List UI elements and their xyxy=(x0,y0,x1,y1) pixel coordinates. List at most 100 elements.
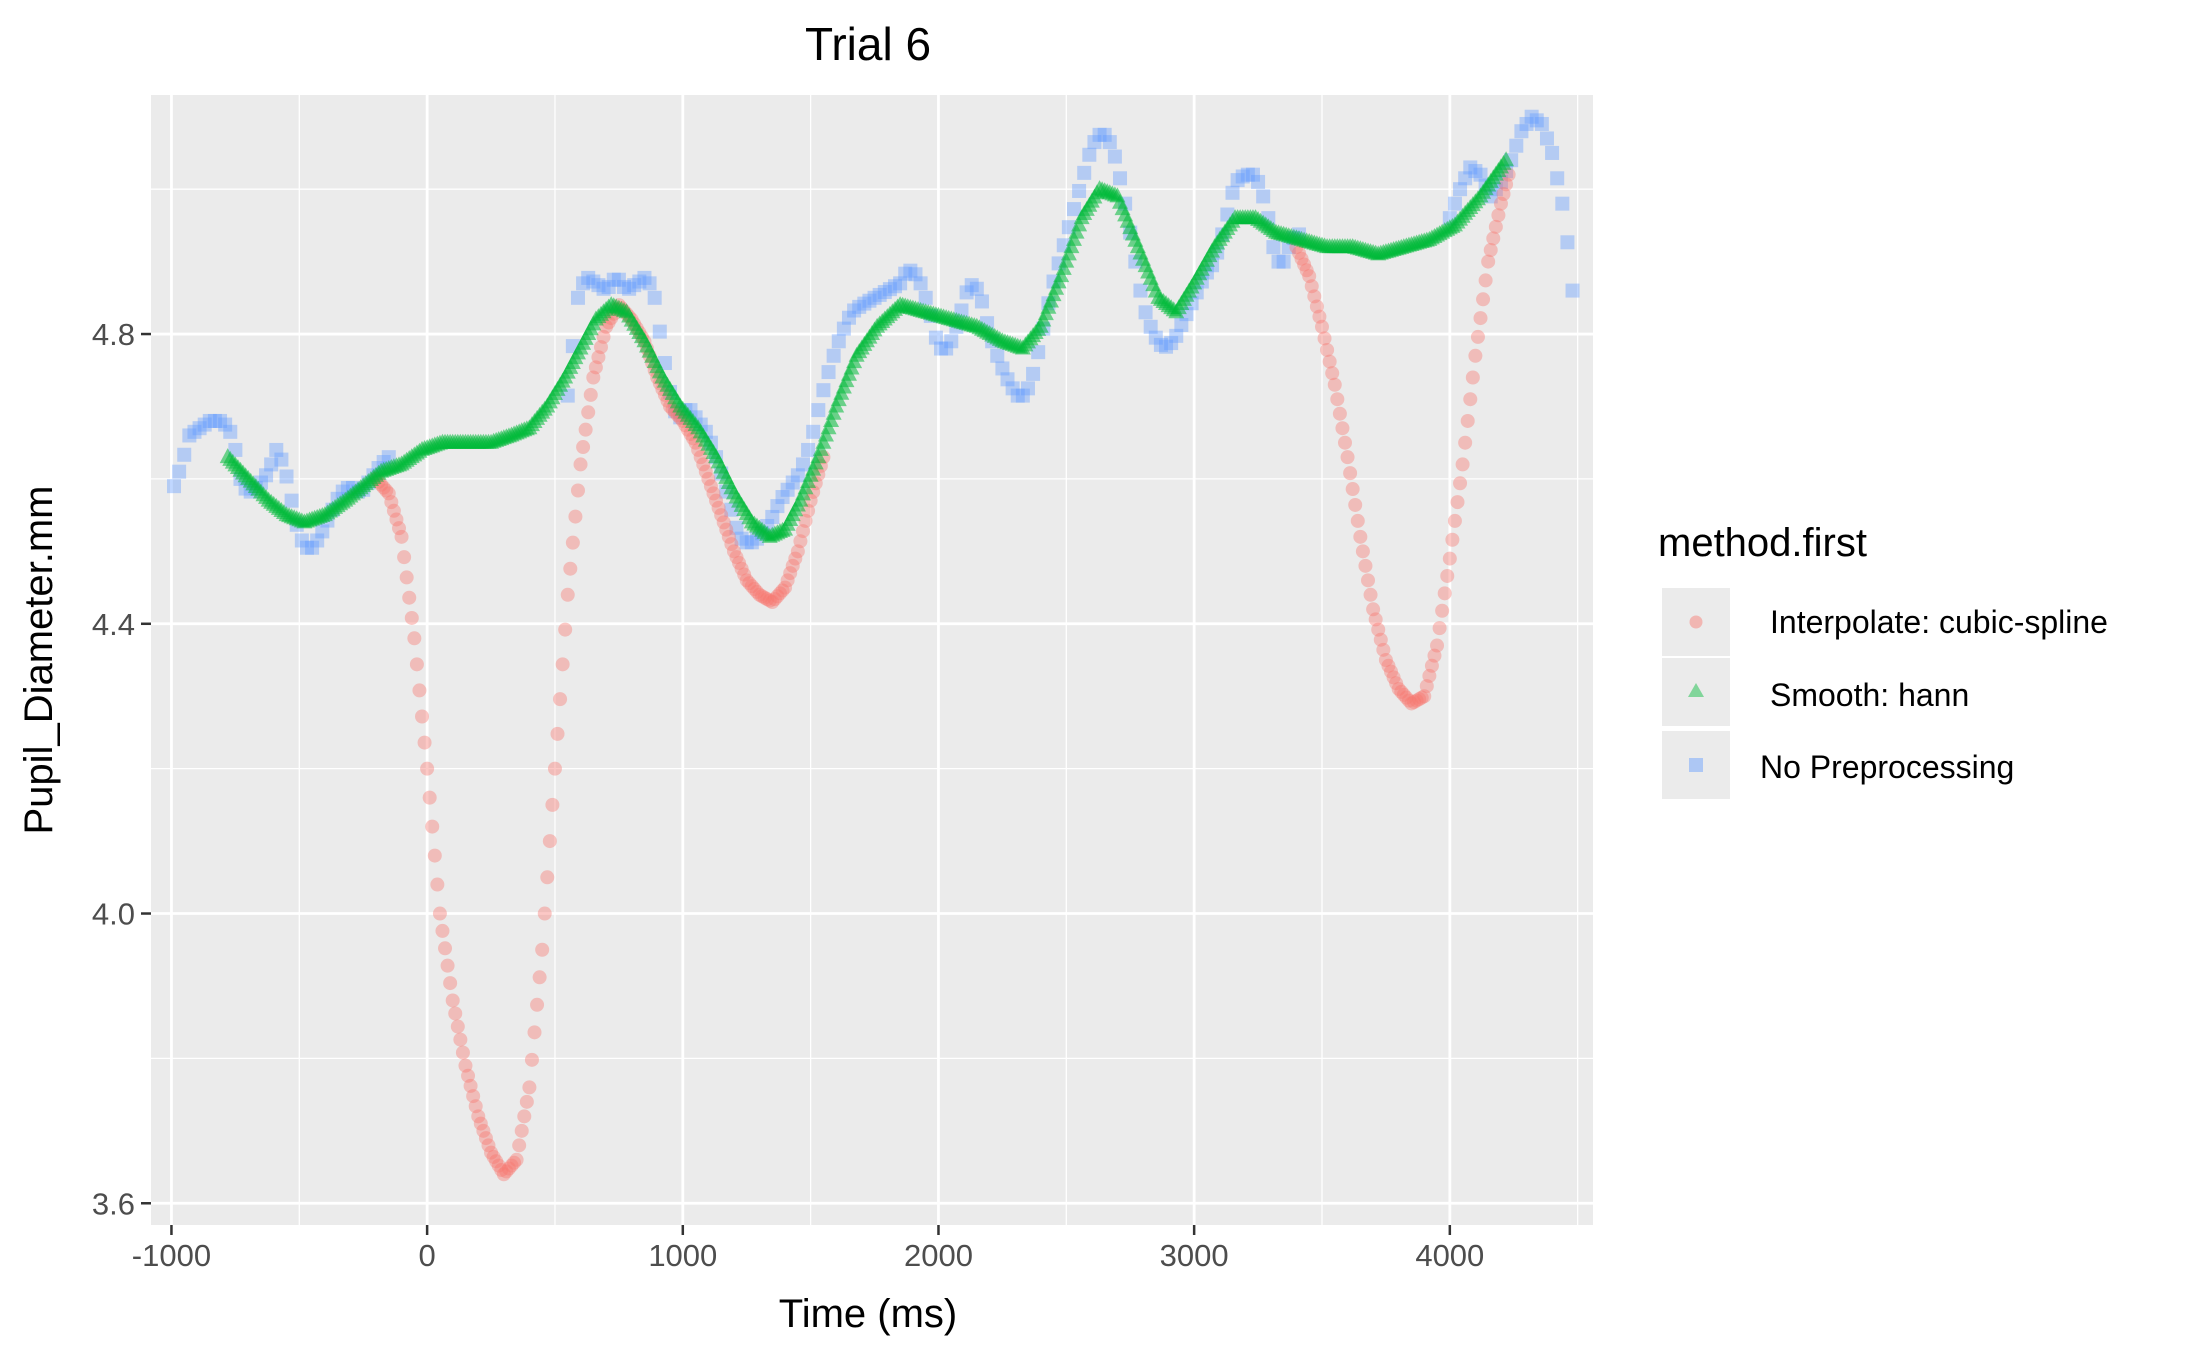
data-point xyxy=(207,413,222,428)
data-point xyxy=(1343,466,1358,481)
data-point xyxy=(1427,648,1442,663)
data-point xyxy=(959,285,974,300)
data-point xyxy=(732,555,747,570)
data-point xyxy=(1113,171,1128,186)
data-point xyxy=(647,290,662,305)
data-point xyxy=(386,503,401,518)
data-point xyxy=(570,290,585,305)
data-point xyxy=(450,1019,465,1034)
data-point xyxy=(757,590,772,605)
data-point xyxy=(724,537,739,552)
data-point xyxy=(775,583,790,598)
chart-title: Trial 6 xyxy=(805,18,931,70)
data-point xyxy=(744,579,759,594)
data-point xyxy=(310,533,325,548)
data-point xyxy=(1335,421,1350,436)
data-point xyxy=(591,350,606,365)
data-point xyxy=(737,567,752,582)
data-point xyxy=(793,534,808,549)
data-point xyxy=(576,440,591,455)
x-tick-label: 4000 xyxy=(1415,1238,1484,1273)
data-point xyxy=(187,424,202,439)
data-point xyxy=(872,287,887,302)
data-point xyxy=(417,735,432,750)
data-point xyxy=(1314,319,1329,334)
data-point xyxy=(1491,208,1506,223)
data-point xyxy=(762,593,777,608)
data-point xyxy=(535,942,550,957)
data-point xyxy=(772,586,787,601)
data-point xyxy=(1005,381,1020,396)
plot-panel xyxy=(151,95,1593,1225)
data-point xyxy=(1440,568,1455,583)
data-point xyxy=(1325,366,1340,381)
data-point xyxy=(632,274,647,289)
data-point xyxy=(1417,689,1432,704)
data-point xyxy=(578,422,593,437)
data-point xyxy=(1322,354,1337,369)
data-point xyxy=(790,468,805,483)
data-point xyxy=(501,1161,516,1176)
data-point xyxy=(744,535,759,550)
data-point xyxy=(1550,171,1565,186)
x-tick-label: 2000 xyxy=(904,1238,973,1273)
data-point xyxy=(586,370,601,385)
data-point xyxy=(1358,558,1373,573)
data-point xyxy=(816,383,831,398)
data-point xyxy=(530,997,545,1012)
data-point xyxy=(455,1045,470,1060)
data-point xyxy=(703,479,718,494)
data-point xyxy=(1432,621,1447,636)
data-point xyxy=(1302,269,1317,284)
data-point xyxy=(785,475,800,490)
data-point xyxy=(1102,135,1117,150)
data-point xyxy=(622,281,637,296)
data-point xyxy=(1361,573,1376,588)
data-point xyxy=(765,509,780,524)
x-tick-label: 1000 xyxy=(648,1238,717,1273)
data-point xyxy=(606,272,621,287)
data-point xyxy=(780,482,795,497)
data-point xyxy=(1350,513,1365,528)
data-point xyxy=(1345,482,1360,497)
data-point xyxy=(1327,377,1342,392)
data-point xyxy=(172,464,187,479)
data-point xyxy=(1164,336,1179,351)
data-point xyxy=(1332,406,1347,421)
data-point xyxy=(1230,173,1245,188)
data-point xyxy=(1455,457,1470,472)
data-point xyxy=(1396,687,1411,702)
data-point xyxy=(1560,235,1575,250)
data-point xyxy=(504,1158,519,1173)
data-point xyxy=(1082,147,1097,162)
data-point xyxy=(1498,151,1515,167)
data-point xyxy=(1401,693,1416,708)
data-point xyxy=(1476,292,1491,307)
data-point xyxy=(1317,331,1332,346)
data-point xyxy=(305,540,320,555)
data-point xyxy=(522,1080,537,1095)
data-point xyxy=(1483,243,1498,258)
data-point xyxy=(714,508,729,523)
data-point xyxy=(1371,622,1386,637)
data-point xyxy=(1031,345,1046,360)
data-point xyxy=(1235,169,1250,184)
data-point xyxy=(990,348,1005,363)
data-point xyxy=(1453,182,1468,197)
data-point xyxy=(1414,690,1429,705)
x-axis-title: Time (ms) xyxy=(779,1292,957,1336)
data-point xyxy=(1539,131,1554,146)
data-point xyxy=(573,457,588,472)
data-point xyxy=(939,341,954,356)
legend-key-circle xyxy=(1689,615,1703,629)
data-point xyxy=(596,329,611,344)
data-point xyxy=(1453,476,1468,491)
data-point xyxy=(389,512,404,527)
data-point xyxy=(1384,664,1399,679)
data-point xyxy=(560,388,575,403)
data-point xyxy=(716,515,731,530)
data-point xyxy=(1107,149,1122,164)
data-point xyxy=(913,276,928,291)
data-point xyxy=(1097,127,1112,142)
data-point xyxy=(381,450,396,465)
